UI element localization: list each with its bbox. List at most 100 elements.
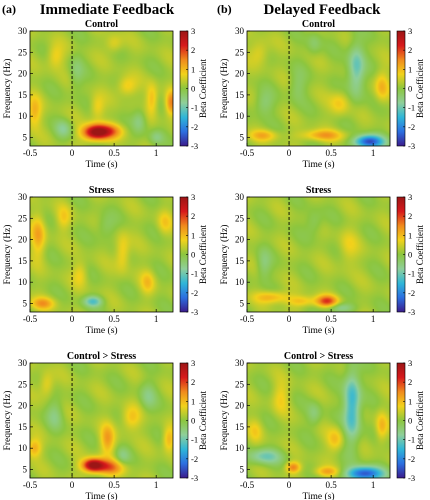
y-tick-label: 25 [18,213,28,223]
y-axis-label: Frequency (Hz) [2,391,13,451]
colorbar-tick-label: 3 [191,26,195,36]
plot-frame [246,362,391,479]
heatmap-image [247,197,390,312]
y-tick-label: 15 [18,256,28,266]
colorbar-tick-label: -2 [408,454,415,464]
colorbar-tick-label: 2 [191,45,195,55]
x-tick-label: 0.5 [325,314,337,324]
y-tick-label: 20 [235,69,245,79]
colorbar-tick-label: 2 [408,211,412,221]
panel-title: Control [85,19,118,30]
colorbar-tick-label: 2 [408,377,412,387]
x-axis-label: Time (s) [302,325,334,336]
y-tick-label: 15 [18,90,28,100]
colorbar-tick-label: -2 [191,454,198,464]
y-tick-label: 10 [235,111,245,121]
y-tick-label: 5 [240,298,245,308]
x-axis-label: Time (s) [85,491,117,500]
colorbar-tick-label: -2 [191,122,198,132]
x-tick-label: 0 [70,148,75,158]
colorbar-tick-label: 3 [408,192,412,202]
y-tick-label: 5 [23,298,28,308]
y-axis-label: Frequency (Hz) [219,391,230,451]
colorbar-tick-label: 0 [408,250,412,260]
colorbar-label: Beta Coefficient [415,390,425,450]
y-tick-label: 10 [18,111,28,121]
y-tick-label: 20 [18,235,28,245]
x-tick-label: 1 [371,480,376,490]
y-tick-label: 30 [18,192,28,202]
colorbar-tick-label: -1 [191,435,198,445]
x-tick-label: 0.5 [108,148,120,158]
y-tick-label: 10 [18,277,28,287]
colorbar-label: Beta Coefficient [198,390,208,450]
colorbar-label: Beta Coefficient [198,58,208,118]
colorbar-tick-label: 2 [191,377,195,387]
x-tick-label: 1 [154,148,159,158]
panel-b-label: (b) [217,2,232,16]
y-tick-label: 10 [235,443,245,453]
y-tick-label: 20 [235,235,245,245]
colorbar-tick-label: -3 [408,141,415,151]
colorbar-tick-label: -1 [408,269,415,279]
y-tick-label: 25 [18,47,28,57]
y-tick-label: 30 [18,26,28,36]
x-tick-label: 0 [287,314,292,324]
colorbar-tick-label: -3 [191,307,198,317]
y-tick-label: 20 [235,401,245,411]
colorbar-tick-label: -3 [408,307,415,317]
colorbar-tick-label: 1 [408,396,412,406]
plot-frame [29,196,174,313]
heatmap-image [247,31,390,146]
heatmap-image [247,363,390,478]
x-tick-label: 0.5 [108,480,120,490]
x-tick-label: -0.5 [23,314,38,324]
heatmap-image [30,197,173,312]
colorbar-tick-label: -2 [408,122,415,132]
colorbar-tick-label: 3 [408,26,412,36]
x-tick-label: 0.5 [325,148,337,158]
colorbar-label: Beta Coefficient [415,224,425,284]
y-tick-label: 15 [235,90,245,100]
colorbar-tick-label: -3 [191,141,198,151]
x-tick-label: 1 [154,480,159,490]
panel-title: Control > Stress [67,351,136,362]
x-axis-label: Time (s) [85,159,117,170]
x-tick-label: -0.5 [240,480,255,490]
y-tick-label: 10 [18,443,28,453]
y-tick-label: 30 [235,26,245,36]
y-tick-label: 20 [18,69,28,79]
column-a-title: Immediate Feedback [40,2,175,18]
x-axis-label: Time (s) [302,491,334,500]
x-tick-label: -0.5 [23,148,38,158]
x-axis-label: Time (s) [85,325,117,336]
colorbar-tick-label: 0 [408,84,412,94]
x-tick-label: -0.5 [240,314,255,324]
colorbar-tick-label: -1 [191,103,198,113]
colorbar-tick-label: -3 [191,473,198,483]
colorbar-tick-label: -1 [191,269,198,279]
y-tick-label: 25 [235,379,245,389]
panel-title: Stress [89,185,114,196]
y-tick-label: 15 [18,422,28,432]
plot-frame [246,30,391,147]
colorbar-tick-label: 1 [191,396,195,406]
y-axis-label: Frequency (Hz) [219,59,230,119]
x-tick-label: 1 [154,314,159,324]
colorbar-tick-label: 0 [191,84,195,94]
colorbar-tick-label: 2 [191,211,195,221]
x-axis-label: Time (s) [302,159,334,170]
colorbar-tick-label: 0 [191,416,195,426]
y-tick-label: 25 [235,213,245,223]
colorbar-tick-label: -2 [408,288,415,298]
colorbar-tick-label: 3 [408,358,412,368]
y-tick-label: 30 [235,358,245,368]
y-tick-label: 5 [240,464,245,474]
colorbar-tick-label: 2 [408,45,412,55]
y-tick-label: 25 [18,379,28,389]
